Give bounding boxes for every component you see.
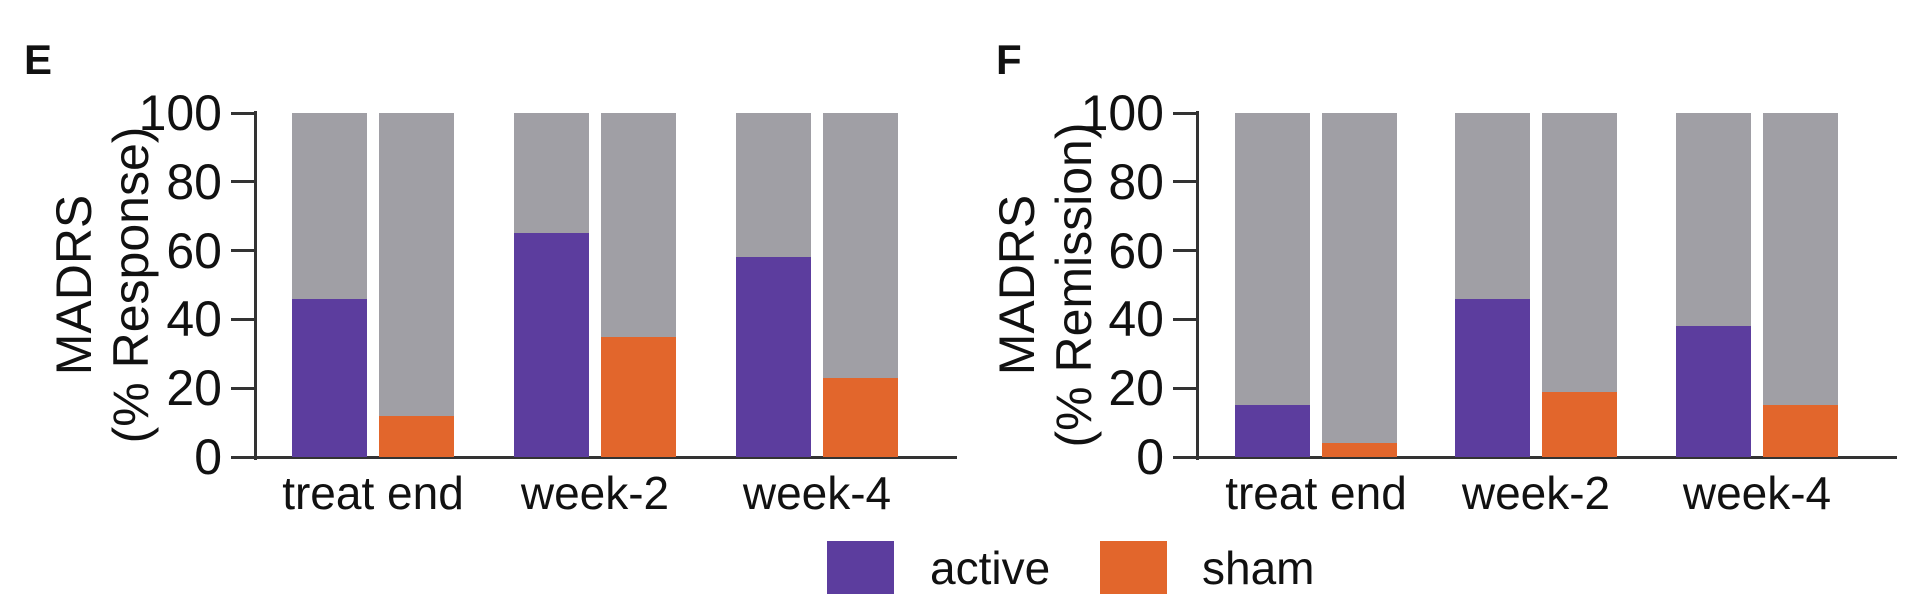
x-category-label: treat end	[1225, 467, 1407, 519]
y-axis-line	[1196, 111, 1199, 460]
y-tick-label: 20	[1108, 360, 1164, 417]
legend-label-active: active	[930, 542, 1051, 594]
x-category-label: week-4	[1682, 467, 1832, 519]
bar-active	[514, 233, 589, 457]
y-tick	[231, 111, 257, 115]
y-tick-label: 100	[138, 85, 222, 141]
bar-background	[1763, 113, 1838, 457]
y-tick	[1173, 455, 1199, 459]
bar-active	[736, 257, 811, 457]
bar-sham	[823, 377, 898, 457]
x-category-label: week-2	[1461, 467, 1611, 519]
bar-sham	[1763, 405, 1838, 457]
y-tick-label: 40	[166, 291, 222, 348]
bar-sham	[601, 336, 676, 457]
bar-active	[1235, 405, 1310, 457]
y-tick	[1173, 249, 1199, 253]
y-tick	[1173, 317, 1199, 321]
y-tick	[231, 180, 257, 184]
bar-sham	[1542, 391, 1617, 457]
bar-sham	[379, 415, 454, 457]
x-category-label: week-2	[520, 467, 670, 519]
panel-label-f: F	[996, 36, 1022, 83]
bar-background	[1235, 113, 1310, 457]
legend-swatch-sham	[1100, 541, 1167, 594]
y-tick	[1173, 180, 1199, 184]
y-axis-line	[254, 111, 257, 460]
y-tick	[1173, 386, 1199, 390]
x-axis-line	[254, 456, 957, 459]
bar-active	[1676, 326, 1751, 457]
x-category-label: week-4	[742, 467, 892, 519]
y-tick	[1173, 111, 1199, 115]
y-tick-label: 20	[166, 360, 222, 417]
bar-sham	[1322, 443, 1397, 457]
y-tick-label: 0	[194, 429, 222, 485]
y-tick-label: 80	[166, 153, 222, 210]
x-category-label: treat end	[282, 467, 464, 519]
y-tick	[231, 249, 257, 253]
bar-background	[379, 113, 454, 457]
y-tick-label: 60	[166, 222, 222, 279]
panel-label-e: E	[24, 36, 53, 83]
y-tick-label: 60	[1108, 222, 1164, 279]
bar-background	[1322, 113, 1397, 457]
legend-label-sham: sham	[1202, 542, 1315, 594]
y-tick-label: 100	[1080, 85, 1164, 141]
y-tick-label: 40	[1108, 291, 1164, 348]
x-axis-line	[1196, 456, 1897, 459]
y-tick-label: 80	[1108, 153, 1164, 210]
y-tick	[231, 455, 257, 459]
bar-active	[1455, 298, 1530, 457]
legend-swatch-active	[827, 541, 894, 594]
bar-active	[292, 298, 367, 457]
y-tick	[231, 317, 257, 321]
y-tick	[231, 386, 257, 390]
y-tick-label: 0	[1136, 429, 1164, 485]
